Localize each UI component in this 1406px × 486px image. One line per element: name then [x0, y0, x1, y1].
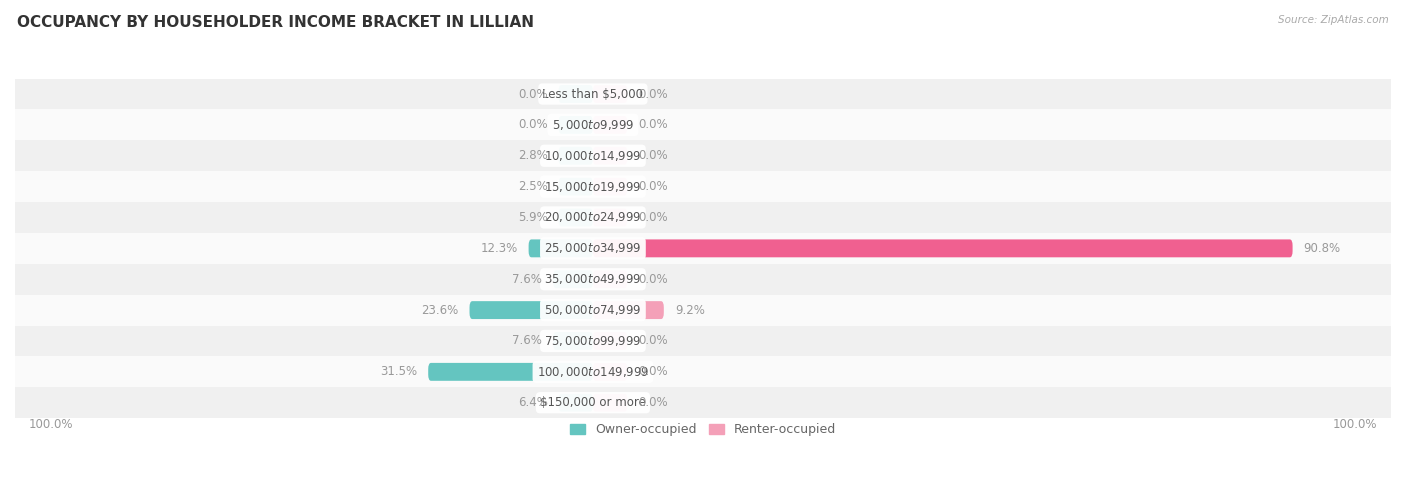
- Text: $100,000 to $149,999: $100,000 to $149,999: [537, 365, 650, 379]
- FancyBboxPatch shape: [558, 116, 593, 134]
- Legend: Owner-occupied, Renter-occupied: Owner-occupied, Renter-occupied: [565, 418, 841, 441]
- FancyBboxPatch shape: [558, 147, 593, 165]
- Text: 7.6%: 7.6%: [512, 273, 543, 286]
- Bar: [15, 233, 1391, 264]
- FancyBboxPatch shape: [558, 178, 593, 195]
- FancyBboxPatch shape: [593, 240, 1292, 257]
- FancyBboxPatch shape: [593, 85, 627, 103]
- Bar: [15, 264, 1391, 295]
- FancyBboxPatch shape: [593, 116, 627, 134]
- Text: 12.3%: 12.3%: [481, 242, 517, 255]
- Bar: [15, 140, 1391, 171]
- Text: 0.0%: 0.0%: [517, 119, 547, 131]
- Bar: [15, 326, 1391, 356]
- Text: 0.0%: 0.0%: [638, 396, 668, 409]
- Text: 0.0%: 0.0%: [517, 87, 547, 101]
- Text: 2.5%: 2.5%: [517, 180, 547, 193]
- FancyBboxPatch shape: [593, 178, 627, 195]
- FancyBboxPatch shape: [529, 240, 593, 257]
- Text: 100.0%: 100.0%: [1333, 417, 1378, 431]
- Text: 0.0%: 0.0%: [638, 87, 668, 101]
- Text: $5,000 to $9,999: $5,000 to $9,999: [551, 118, 634, 132]
- FancyBboxPatch shape: [593, 363, 627, 381]
- Text: $75,000 to $99,999: $75,000 to $99,999: [544, 334, 641, 348]
- FancyBboxPatch shape: [558, 85, 593, 103]
- Text: 2.8%: 2.8%: [517, 149, 547, 162]
- FancyBboxPatch shape: [553, 270, 593, 288]
- FancyBboxPatch shape: [593, 270, 627, 288]
- Text: 6.4%: 6.4%: [517, 396, 547, 409]
- Text: $20,000 to $24,999: $20,000 to $24,999: [544, 210, 641, 225]
- FancyBboxPatch shape: [593, 332, 627, 350]
- Text: Less than $5,000: Less than $5,000: [543, 87, 644, 101]
- Bar: [15, 356, 1391, 387]
- Text: 90.8%: 90.8%: [1303, 242, 1341, 255]
- Text: 31.5%: 31.5%: [380, 365, 418, 378]
- FancyBboxPatch shape: [429, 363, 593, 381]
- Text: 9.2%: 9.2%: [675, 304, 704, 316]
- FancyBboxPatch shape: [558, 394, 593, 412]
- Text: $50,000 to $74,999: $50,000 to $74,999: [544, 303, 641, 317]
- FancyBboxPatch shape: [593, 208, 627, 226]
- Text: $150,000 or more: $150,000 or more: [540, 396, 645, 409]
- Text: 5.9%: 5.9%: [517, 211, 547, 224]
- Text: 0.0%: 0.0%: [638, 211, 668, 224]
- Text: OCCUPANCY BY HOUSEHOLDER INCOME BRACKET IN LILLIAN: OCCUPANCY BY HOUSEHOLDER INCOME BRACKET …: [17, 15, 534, 30]
- Bar: [15, 171, 1391, 202]
- Bar: [15, 109, 1391, 140]
- FancyBboxPatch shape: [593, 301, 664, 319]
- FancyBboxPatch shape: [558, 208, 593, 226]
- Text: 0.0%: 0.0%: [638, 365, 668, 378]
- Text: 0.0%: 0.0%: [638, 273, 668, 286]
- Text: Source: ZipAtlas.com: Source: ZipAtlas.com: [1278, 15, 1389, 25]
- FancyBboxPatch shape: [593, 147, 627, 165]
- FancyBboxPatch shape: [470, 301, 593, 319]
- Text: 0.0%: 0.0%: [638, 334, 668, 347]
- FancyBboxPatch shape: [593, 394, 627, 412]
- FancyBboxPatch shape: [553, 332, 593, 350]
- Text: 7.6%: 7.6%: [512, 334, 543, 347]
- Text: 23.6%: 23.6%: [422, 304, 458, 316]
- Text: 0.0%: 0.0%: [638, 180, 668, 193]
- Text: 0.0%: 0.0%: [638, 119, 668, 131]
- Bar: [15, 387, 1391, 418]
- Bar: [15, 202, 1391, 233]
- Text: 100.0%: 100.0%: [28, 417, 73, 431]
- Bar: [15, 79, 1391, 109]
- Text: $35,000 to $49,999: $35,000 to $49,999: [544, 272, 641, 286]
- Text: $10,000 to $14,999: $10,000 to $14,999: [544, 149, 641, 163]
- Bar: [15, 295, 1391, 326]
- Text: $15,000 to $19,999: $15,000 to $19,999: [544, 180, 641, 193]
- Text: 0.0%: 0.0%: [638, 149, 668, 162]
- Text: $25,000 to $34,999: $25,000 to $34,999: [544, 242, 641, 255]
